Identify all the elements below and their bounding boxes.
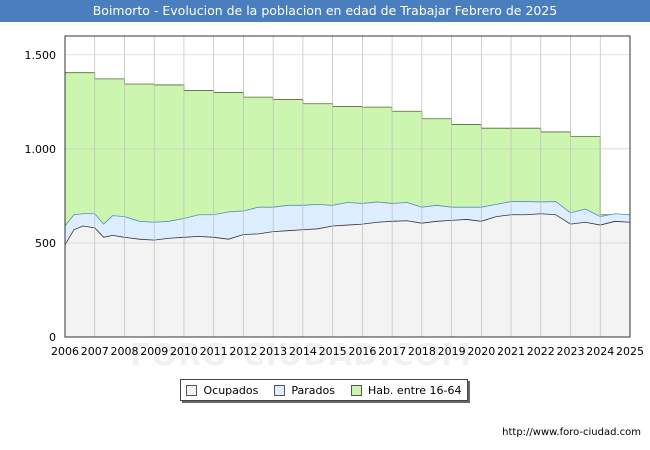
x-tick-label-2021: 2021 [497,345,525,358]
x-tick-label-2023: 2023 [557,345,585,358]
x-tick-label-2006: 2006 [51,345,79,358]
legend-swatch-parados [274,384,286,396]
series-ocupados-area [65,213,630,337]
x-tick-label-2012: 2012 [229,345,257,358]
x-tick-label-2025: 2025 [616,345,644,358]
x-tick-label-2010: 2010 [170,345,198,358]
watermark: FORO-CIUDAD.COM [130,338,472,373]
x-tick-label-2017: 2017 [378,345,406,358]
x-tick-label-2014: 2014 [289,345,317,358]
y-tick-label-0: 0 [49,331,56,344]
y-tick-label-1500: 1.500 [25,49,57,62]
x-tick-label-2016: 2016 [348,345,376,358]
x-tick-label-2019: 2019 [438,345,466,358]
x-tick-label-2022: 2022 [527,345,555,358]
legend-label-parados: Parados [291,383,335,397]
x-tick-label-2013: 2013 [259,345,287,358]
x-tick-label-2015: 2015 [319,345,347,358]
x-tick-label-2020: 2020 [467,345,495,358]
legend-item-hab: Hab. entre 16-64 [347,384,466,397]
x-tick-label-2009: 2009 [140,345,168,358]
chart-title: Boimorto - Evolucion de la poblacion en … [0,0,650,22]
legend-label-hab: Hab. entre 16-64 [367,383,462,397]
x-tick-label-2018: 2018 [408,345,436,358]
x-tick-label-2011: 2011 [200,345,228,358]
source-credit: http://www.foro-ciudad.com [502,427,641,438]
x-tick-label-2008: 2008 [110,345,138,358]
x-tick-label-2024: 2024 [586,345,614,358]
legend-label-ocupados: Ocupados [203,383,259,397]
plot-frame [64,35,631,338]
legend-swatch-ocupados [186,384,198,396]
y-tick-label-1000: 1.000 [25,143,57,156]
legend-item-parados: Parados [270,384,339,397]
legend-swatch-hab [350,384,362,396]
legend-item-ocupados: Ocupados [182,384,262,397]
y-tick-label-500: 500 [35,237,56,250]
x-tick-label-2007: 2007 [81,345,109,358]
chart-legend: Ocupados Parados Hab. entre 16-64 [180,379,468,401]
